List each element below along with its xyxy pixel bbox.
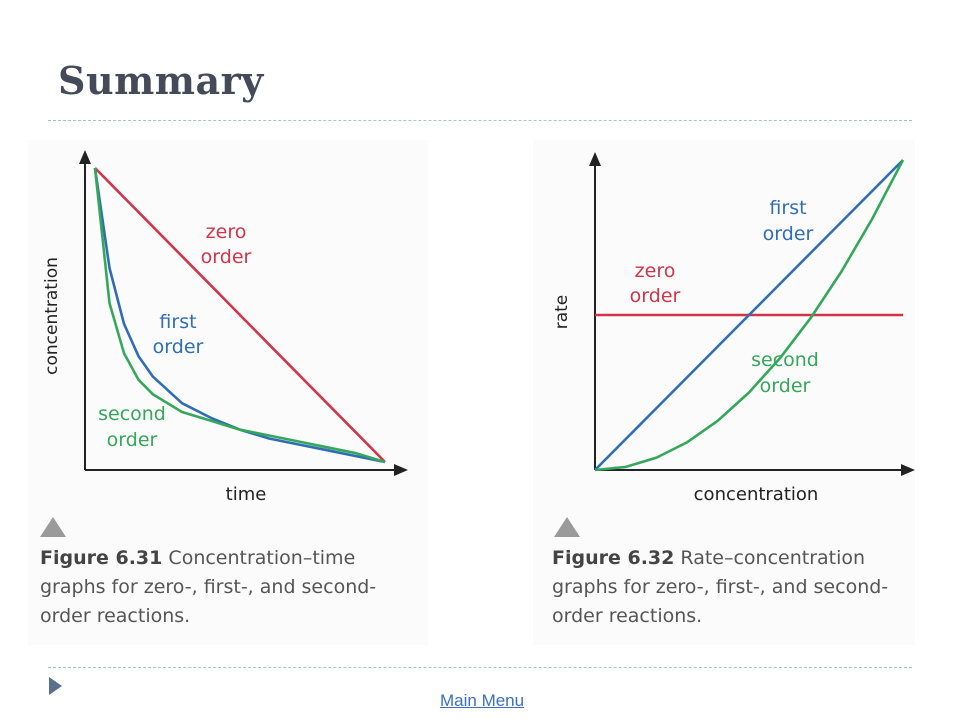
figure-6-32-caption: Figure 6.32 Rate–concentration graphs fo…: [552, 544, 912, 631]
figure-marker-icon: [554, 517, 580, 537]
y-axis-label: concentration: [42, 257, 62, 375]
series-line-first-order: [93, 167, 386, 464]
series-line-first-order: [594, 159, 904, 471]
figure-6-31-caption: Figure 6.31 Concentration–time graphs fo…: [40, 544, 400, 631]
figure-caption-text: Rate–concentration graphs for zero-, fir…: [552, 547, 889, 627]
label-first-order: first order: [763, 197, 814, 245]
label-zero-order: zero order: [201, 221, 252, 268]
slide-title: Summary: [58, 58, 264, 103]
figure-marker-icon: [40, 517, 66, 537]
label-second-order: second order: [98, 403, 166, 451]
y-axis-arrow: [79, 150, 91, 164]
label-second-order: second order: [751, 349, 819, 397]
series-line-second-order: [594, 159, 905, 472]
x-axis-label: time: [226, 484, 267, 505]
label-zero-order: zero order: [630, 260, 681, 307]
x-axis-label: concentration: [694, 484, 819, 505]
y-axis-arrow: [589, 152, 601, 166]
series-line-zero-order: [94, 167, 386, 463]
figure-6-32-panel: [533, 140, 915, 645]
y-axis-label: rate: [552, 295, 572, 330]
x-axis-arrow: [901, 464, 915, 476]
rate-concentration-chart: rate concentration zero order first order …: [552, 152, 915, 505]
figure-6-31-panel: [28, 140, 428, 645]
figure-number: Figure 6.31: [40, 547, 163, 569]
series-lines: [594, 159, 905, 472]
bullet-arrow-icon: [49, 677, 62, 695]
series-line-second-order: [93, 167, 386, 464]
title-divider: [48, 120, 912, 121]
axes: [79, 150, 408, 476]
figure-caption-text: Concentration–time graphs for zero-, fir…: [40, 547, 377, 627]
x-axis-arrow: [394, 464, 408, 476]
figure-number: Figure 6.32: [552, 547, 675, 569]
series-lines: [93, 167, 386, 464]
main-menu-link[interactable]: Main Menu: [440, 691, 525, 710]
footer-divider: [48, 667, 912, 668]
label-first-order: first order: [153, 311, 204, 358]
concentration-time-chart: concentration time zero order first order …: [42, 150, 408, 505]
